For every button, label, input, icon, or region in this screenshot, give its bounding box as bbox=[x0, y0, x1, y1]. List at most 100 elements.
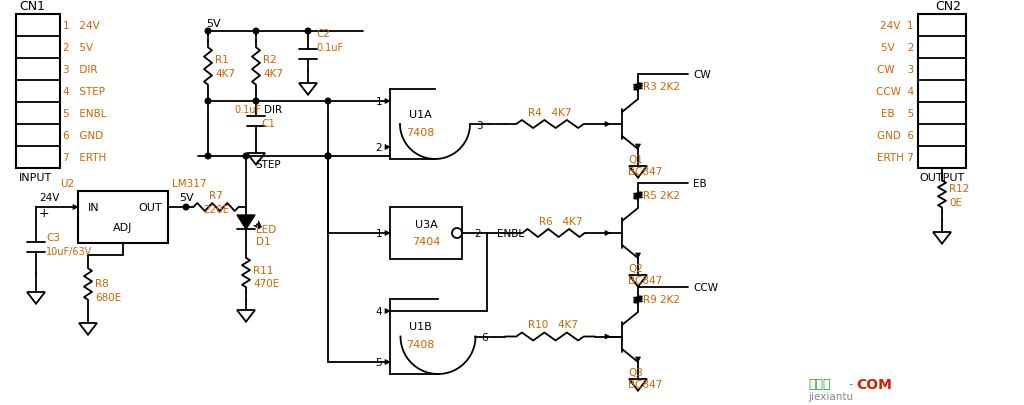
Text: 7408: 7408 bbox=[406, 340, 434, 350]
Text: R6   4K7: R6 4K7 bbox=[540, 216, 583, 226]
Polygon shape bbox=[385, 309, 390, 314]
Polygon shape bbox=[73, 205, 78, 210]
Text: 3   DIR: 3 DIR bbox=[63, 65, 97, 75]
Circle shape bbox=[205, 154, 211, 160]
Text: R5 2K2: R5 2K2 bbox=[643, 191, 680, 201]
Polygon shape bbox=[385, 145, 390, 150]
Text: OUTPUT: OUTPUT bbox=[920, 173, 965, 183]
Text: LED: LED bbox=[256, 224, 276, 234]
Text: R4   4K7: R4 4K7 bbox=[528, 108, 571, 118]
Text: 3: 3 bbox=[476, 121, 482, 131]
Circle shape bbox=[326, 154, 331, 160]
Text: ERTH 7: ERTH 7 bbox=[878, 153, 914, 162]
Text: ENBL: ENBL bbox=[497, 228, 524, 239]
Text: R8: R8 bbox=[95, 278, 109, 288]
Text: jiexiantu: jiexiantu bbox=[808, 391, 853, 401]
Polygon shape bbox=[605, 122, 610, 127]
Circle shape bbox=[205, 99, 211, 104]
Text: C2: C2 bbox=[316, 29, 330, 39]
Text: EB    5: EB 5 bbox=[881, 109, 914, 119]
Text: 24V: 24V bbox=[40, 192, 60, 202]
Text: CN2: CN2 bbox=[935, 0, 961, 13]
Polygon shape bbox=[237, 215, 255, 230]
Text: 1   24V: 1 24V bbox=[63, 21, 99, 31]
Text: IN: IN bbox=[88, 202, 99, 213]
Text: 2   5V: 2 5V bbox=[63, 43, 93, 53]
Text: 7408: 7408 bbox=[406, 128, 434, 138]
Circle shape bbox=[253, 29, 259, 35]
Text: INPUT: INPUT bbox=[18, 173, 51, 183]
Circle shape bbox=[183, 205, 188, 210]
Text: 4: 4 bbox=[376, 306, 382, 316]
Circle shape bbox=[253, 99, 259, 104]
Text: -: - bbox=[848, 377, 853, 390]
Text: 5V: 5V bbox=[206, 19, 220, 29]
Text: COM: COM bbox=[856, 377, 892, 391]
Text: C3: C3 bbox=[46, 232, 60, 243]
Text: CN1: CN1 bbox=[19, 0, 45, 13]
Text: U2: U2 bbox=[59, 179, 74, 189]
Circle shape bbox=[305, 29, 311, 35]
Text: 220E: 220E bbox=[203, 205, 229, 215]
Text: 0.1uF: 0.1uF bbox=[234, 105, 261, 115]
Circle shape bbox=[326, 154, 331, 160]
Text: 5V: 5V bbox=[178, 192, 194, 202]
Text: 0.1uF: 0.1uF bbox=[316, 43, 343, 53]
Bar bbox=[16, 15, 60, 168]
Text: 5: 5 bbox=[376, 357, 382, 367]
Circle shape bbox=[205, 29, 211, 35]
Text: GND  6: GND 6 bbox=[877, 131, 914, 141]
Text: R10   4K7: R10 4K7 bbox=[527, 320, 578, 330]
Text: LM317: LM317 bbox=[172, 179, 207, 189]
Polygon shape bbox=[636, 357, 640, 362]
Text: EB: EB bbox=[693, 179, 707, 189]
Text: Q3: Q3 bbox=[628, 367, 643, 377]
Polygon shape bbox=[385, 360, 390, 364]
Text: 2: 2 bbox=[376, 143, 382, 153]
Polygon shape bbox=[385, 99, 390, 104]
Bar bbox=[918, 15, 966, 168]
Text: R12: R12 bbox=[949, 183, 970, 194]
Text: R11: R11 bbox=[253, 265, 273, 275]
Polygon shape bbox=[636, 145, 640, 149]
Text: 7   ERTH: 7 ERTH bbox=[63, 153, 106, 162]
Text: Q2: Q2 bbox=[628, 263, 643, 273]
Polygon shape bbox=[385, 231, 390, 236]
Text: +: + bbox=[39, 207, 49, 220]
Text: OUT: OUT bbox=[138, 202, 162, 213]
Text: CCW: CCW bbox=[693, 282, 718, 292]
Text: 2: 2 bbox=[474, 228, 480, 239]
Bar bbox=[390, 207, 462, 259]
Text: D1: D1 bbox=[256, 237, 270, 246]
Text: BC847: BC847 bbox=[628, 275, 663, 285]
Text: R1: R1 bbox=[215, 55, 228, 65]
Text: R3 2K2: R3 2K2 bbox=[643, 82, 680, 92]
Text: BC847: BC847 bbox=[628, 166, 663, 177]
Text: 10uF/63V: 10uF/63V bbox=[46, 246, 92, 256]
Text: CW: CW bbox=[693, 70, 711, 80]
Text: U1B: U1B bbox=[409, 322, 431, 332]
Text: 7404: 7404 bbox=[412, 237, 440, 246]
Text: 470E: 470E bbox=[253, 278, 280, 288]
Text: 5V    2: 5V 2 bbox=[881, 43, 914, 53]
Text: 6: 6 bbox=[481, 333, 487, 343]
Text: STEP: STEP bbox=[255, 160, 281, 170]
Text: R7: R7 bbox=[209, 190, 223, 200]
Text: CCW  4: CCW 4 bbox=[876, 87, 914, 97]
Text: 6   GND: 6 GND bbox=[63, 131, 103, 141]
Circle shape bbox=[326, 154, 331, 160]
Text: 24V  1: 24V 1 bbox=[881, 21, 914, 31]
Text: 1: 1 bbox=[376, 228, 382, 239]
Polygon shape bbox=[605, 334, 610, 339]
Text: 5   ENBL: 5 ENBL bbox=[63, 109, 106, 119]
Polygon shape bbox=[636, 254, 640, 258]
Text: Q1: Q1 bbox=[628, 155, 643, 164]
Text: 4K7: 4K7 bbox=[263, 69, 283, 79]
Text: C1: C1 bbox=[261, 119, 275, 129]
Text: 1: 1 bbox=[376, 97, 382, 107]
Bar bbox=[78, 192, 168, 243]
Text: 0E: 0E bbox=[949, 198, 962, 207]
Polygon shape bbox=[605, 231, 610, 236]
Text: CW    3: CW 3 bbox=[877, 65, 914, 75]
Text: 4K7: 4K7 bbox=[215, 69, 234, 79]
